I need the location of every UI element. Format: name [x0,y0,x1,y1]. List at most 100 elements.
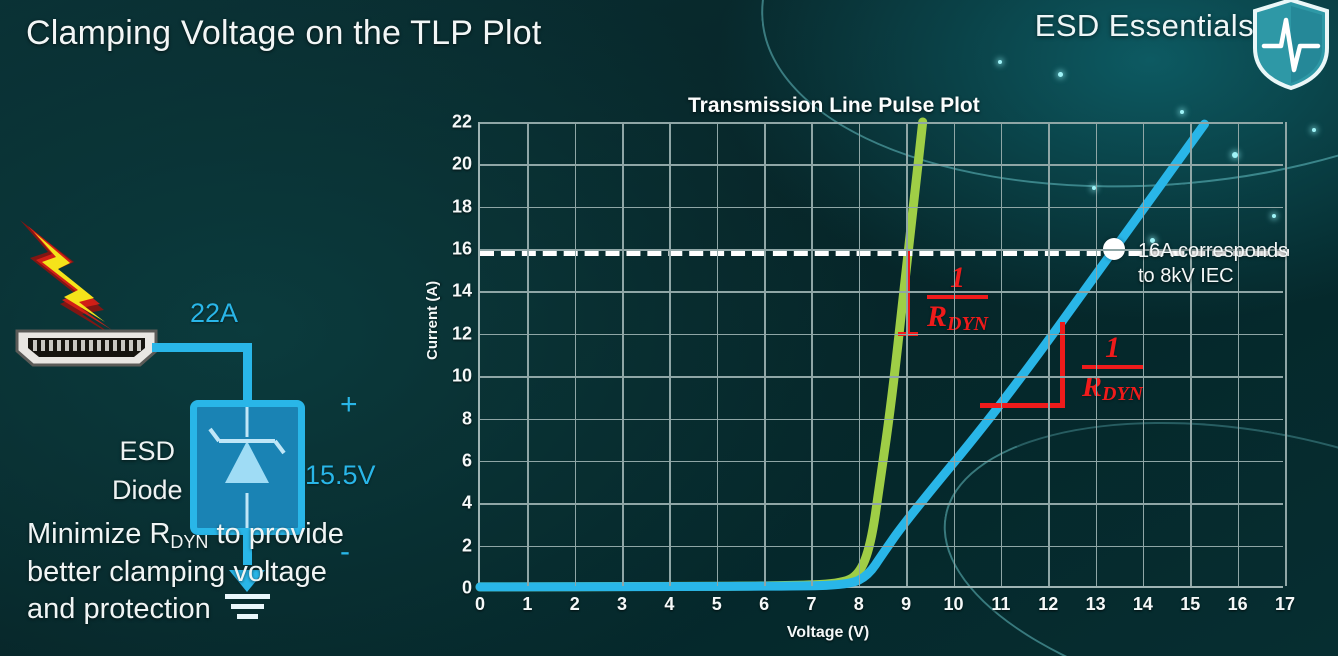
y-axis-tick-label: 6 [461,450,472,471]
y-axis-tick-label: 0 [461,577,472,598]
wire-top [152,343,252,352]
current-label: 22A [190,298,239,328]
caption-line-3: and protection [27,593,211,626]
slope-marker-blue-horizontal [980,403,1065,408]
background-spark [998,60,1002,64]
x-axis-tick-label: 12 [1038,594,1059,614]
x-axis-tick-label: 5 [711,594,722,614]
x-axis-tick-label: 6 [759,594,770,614]
slope-marker-blue-vertical [1060,322,1065,407]
x-axis-tick-label: 4 [664,594,675,614]
gridline-vertical [764,122,766,586]
x-axis-tick-label: 17 [1274,594,1296,614]
y-axis-tick-label: 14 [451,280,472,301]
gridline-vertical [1237,122,1240,586]
gridline-horizontal [480,122,1283,124]
gridline-horizontal [480,376,1283,378]
chart-series-line [475,117,928,592]
device-label-line1: ESD [119,436,176,466]
y-axis-tick-label: 10 [451,365,472,386]
esd-diode-body [190,400,305,535]
caption-line1-pre: Minimize R [27,518,171,550]
callout-line-2: to 8kV IEC [1138,265,1234,287]
gridline-vertical [1142,122,1145,586]
gridline-horizontal [480,206,1283,209]
chart-series-line [475,119,1209,592]
gridline-horizontal [480,545,1283,548]
x-axis-tick-label: 16 [1227,594,1248,614]
hdmi-connector-icon [15,329,158,367]
wire-down-to-diode [243,343,252,405]
gridline-vertical [527,122,529,586]
x-axis-tick-label: 15 [1180,594,1201,614]
y-axis-tick-label: 18 [451,196,472,217]
chart-y-axis-label: Current (A) [424,280,441,360]
brand-label: ESD Essentials [1034,8,1254,43]
gridline-vertical [906,122,908,586]
caption-line-1: Minimize RDYN to provide [27,516,344,554]
gridline-vertical [858,122,861,586]
wire-to-ground [243,530,252,565]
gridline-horizontal [480,333,1283,336]
x-axis-tick-label: 10 [943,594,964,614]
lightning-bolt-icon [20,220,120,340]
summary-caption: Minimize RDYN to provide better clamping… [27,516,344,629]
fraction-bar-icon [1082,365,1144,369]
x-axis-tick-label: 0 [474,594,486,614]
fraction-bar-icon [927,295,989,299]
x-axis-tick-label: 13 [1085,594,1106,614]
gridline-vertical [953,122,956,586]
page-title: Clamping Voltage on the TLP Plot [26,14,542,52]
x-axis-tick-label: 8 [853,594,864,614]
gridline-vertical [1190,122,1192,586]
x-axis-tick-label: 11 [991,594,1011,614]
x-axis-tick-label: 7 [806,594,817,614]
x-axis-tick-label: 9 [901,594,912,614]
y-axis-tick-label: 22 [451,111,472,132]
chart-x-axis-label: Voltage (V) [786,624,870,641]
shield-heartbeat-icon [1253,0,1329,91]
slope-annotation-1-numerator: 1 [950,261,966,294]
gridline-vertical [622,122,624,586]
tlp-chart: Transmission Line Pulse Plot Current (A)… [420,92,1338,656]
gridline-horizontal [480,460,1283,463]
slope-annotation-1: 1 RDYN [927,261,989,335]
slope-annotation-2-numerator: 1 [1105,331,1121,364]
x-axis-tick-label: 2 [569,594,580,614]
gridline-vertical [716,122,719,586]
esd-circuit-diagram: 22A 15.5V + - ESD Diode [0,130,420,619]
slope-annotation-2-denominator: RDYN [1082,370,1144,405]
x-axis-tick-label: 14 [1132,594,1153,614]
device-label-line2: Diode [112,475,183,506]
polarity-plus-label: + [340,388,358,421]
gridline-horizontal [480,164,1283,166]
gridline-vertical [1095,122,1098,586]
voltage-label: 15.5V [305,460,376,490]
x-axis-tick-label: 1 [522,594,533,614]
callout-line-1: 16A corresponds [1138,240,1289,262]
callout-16a: 16A corresponds to 8kV IEC [1138,239,1288,289]
gridline-horizontal [480,249,1283,251]
gridline-horizontal [480,503,1283,505]
polarity-minus-label: - [340,535,350,568]
gridline-vertical [811,122,813,586]
y-axis-tick-label: 20 [451,153,472,174]
reference-line-16a [480,249,1289,257]
chart-title: Transmission Line Pulse Plot [688,94,980,117]
y-axis-tick-label: 16 [451,238,472,259]
chart-plot-area: 1 RDYN 1 RDYN 0 1 2 3 4 5 6 7 8 9 10 11 12 13 14 15 16 17… [452,112,1295,615]
gridline-vertical [669,122,671,586]
y-axis-tick-label: 4 [461,492,472,513]
background-spark [1058,72,1063,77]
highlight-point-marker [1103,238,1125,260]
gridline-vertical [1285,122,1287,586]
caption-line1-post: to provide [208,518,344,550]
y-axis-tick-label: 2 [461,535,472,556]
tvs-diode-icon [208,407,286,528]
slope-annotation-1-denominator: RDYN [927,300,989,335]
chart-series-layer [475,117,1209,592]
gridline-horizontal [480,418,1283,421]
gridline-horizontal [480,291,1283,293]
gridline-vertical [574,122,577,586]
